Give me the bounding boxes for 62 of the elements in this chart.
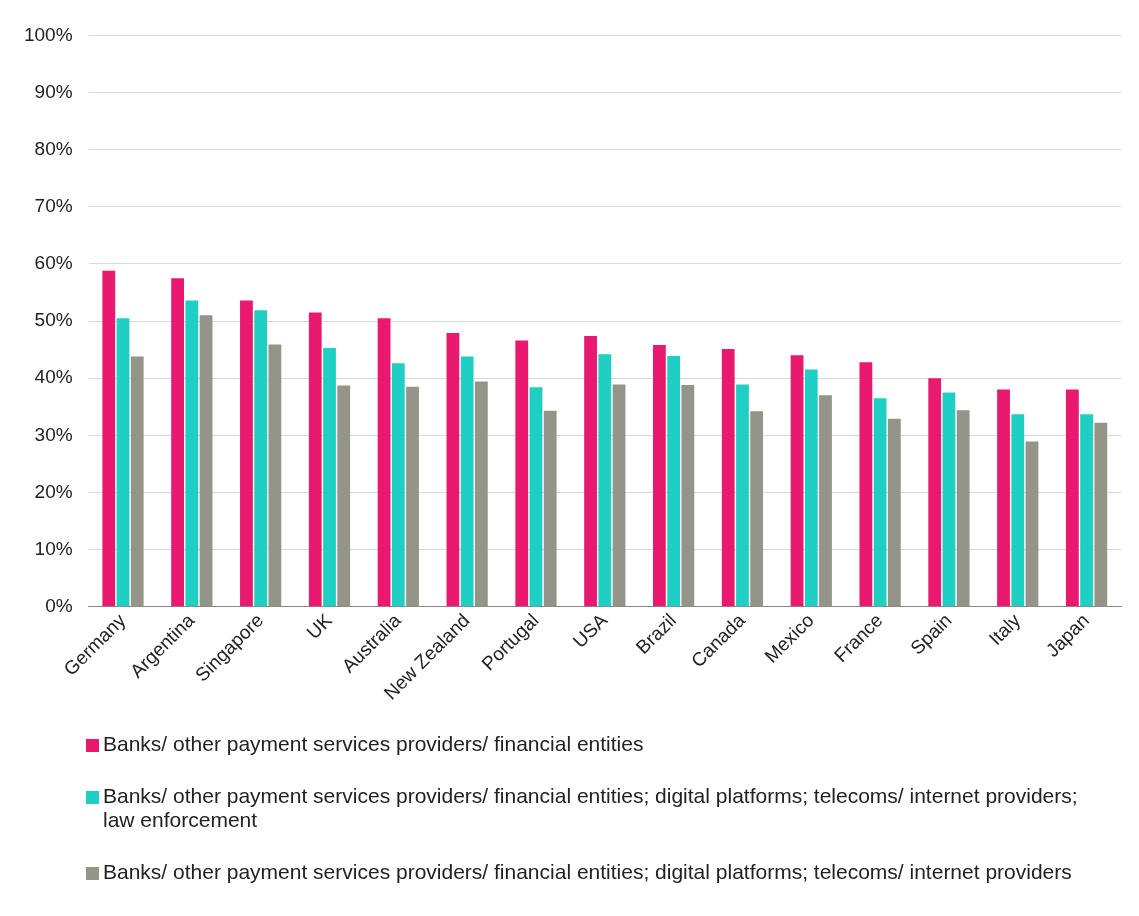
y-tick-label: 90% xyxy=(34,80,73,102)
bar xyxy=(377,318,391,607)
legend-label: Banks/ other payment services providers/ financial entities xyxy=(103,732,644,756)
bar xyxy=(543,410,557,607)
bar xyxy=(185,300,199,607)
bar xyxy=(681,385,695,607)
legend-label: Banks/ other payment services providers/ financial entities; digital platforms; telecoms/ internet providers xyxy=(103,860,1072,884)
bar xyxy=(391,363,405,607)
bar xyxy=(337,385,351,607)
bar xyxy=(199,315,213,607)
bar xyxy=(171,278,185,607)
bar xyxy=(116,318,130,607)
bar xyxy=(598,354,612,607)
x-tick-label: UK xyxy=(302,609,337,643)
bar xyxy=(956,410,970,607)
bar xyxy=(1065,389,1079,607)
bar xyxy=(736,384,749,607)
y-tick-label: 70% xyxy=(34,195,73,217)
bar xyxy=(130,356,144,607)
bar xyxy=(819,395,832,607)
bar xyxy=(750,411,764,607)
bar xyxy=(667,355,681,607)
bar xyxy=(859,362,873,607)
bar xyxy=(254,310,268,607)
bar xyxy=(721,349,735,607)
y-tick-label: 30% xyxy=(34,423,73,445)
bar xyxy=(1080,414,1093,607)
bar xyxy=(474,381,488,607)
bar xyxy=(612,384,626,607)
bar xyxy=(1011,414,1025,607)
bar xyxy=(102,270,116,607)
bar xyxy=(323,347,336,607)
bar xyxy=(1094,422,1108,607)
bar xyxy=(406,386,419,607)
bar xyxy=(268,344,282,607)
bar xyxy=(804,369,818,607)
y-tick-label: 80% xyxy=(34,137,73,159)
bar xyxy=(308,312,322,607)
bar xyxy=(873,398,887,607)
y-tick-label: 40% xyxy=(34,366,73,388)
y-tick-label: 100% xyxy=(23,23,73,45)
bar xyxy=(446,333,460,607)
bar xyxy=(515,340,529,607)
y-tick-label: 10% xyxy=(34,537,73,559)
legend-label: Banks/ other payment services providers/ financial entities; digital platforms; telecoms/ internet providers; law enforcement xyxy=(103,784,1079,832)
y-tick-label: 60% xyxy=(34,252,73,274)
bar xyxy=(1025,441,1039,607)
y-tick-label: 0% xyxy=(45,594,73,616)
bar xyxy=(942,392,956,607)
y-tick-label: 20% xyxy=(34,480,73,502)
bar xyxy=(887,418,901,607)
bar xyxy=(653,345,666,607)
bar xyxy=(529,387,543,607)
bar xyxy=(584,335,597,607)
x-tick-label: USA xyxy=(568,609,612,652)
bar xyxy=(790,355,804,607)
x-tick-label: Italy xyxy=(984,609,1025,649)
bar xyxy=(997,389,1010,607)
y-tick-label: 50% xyxy=(34,309,73,331)
bar xyxy=(240,300,253,607)
bar xyxy=(460,356,474,607)
bar xyxy=(928,378,942,607)
